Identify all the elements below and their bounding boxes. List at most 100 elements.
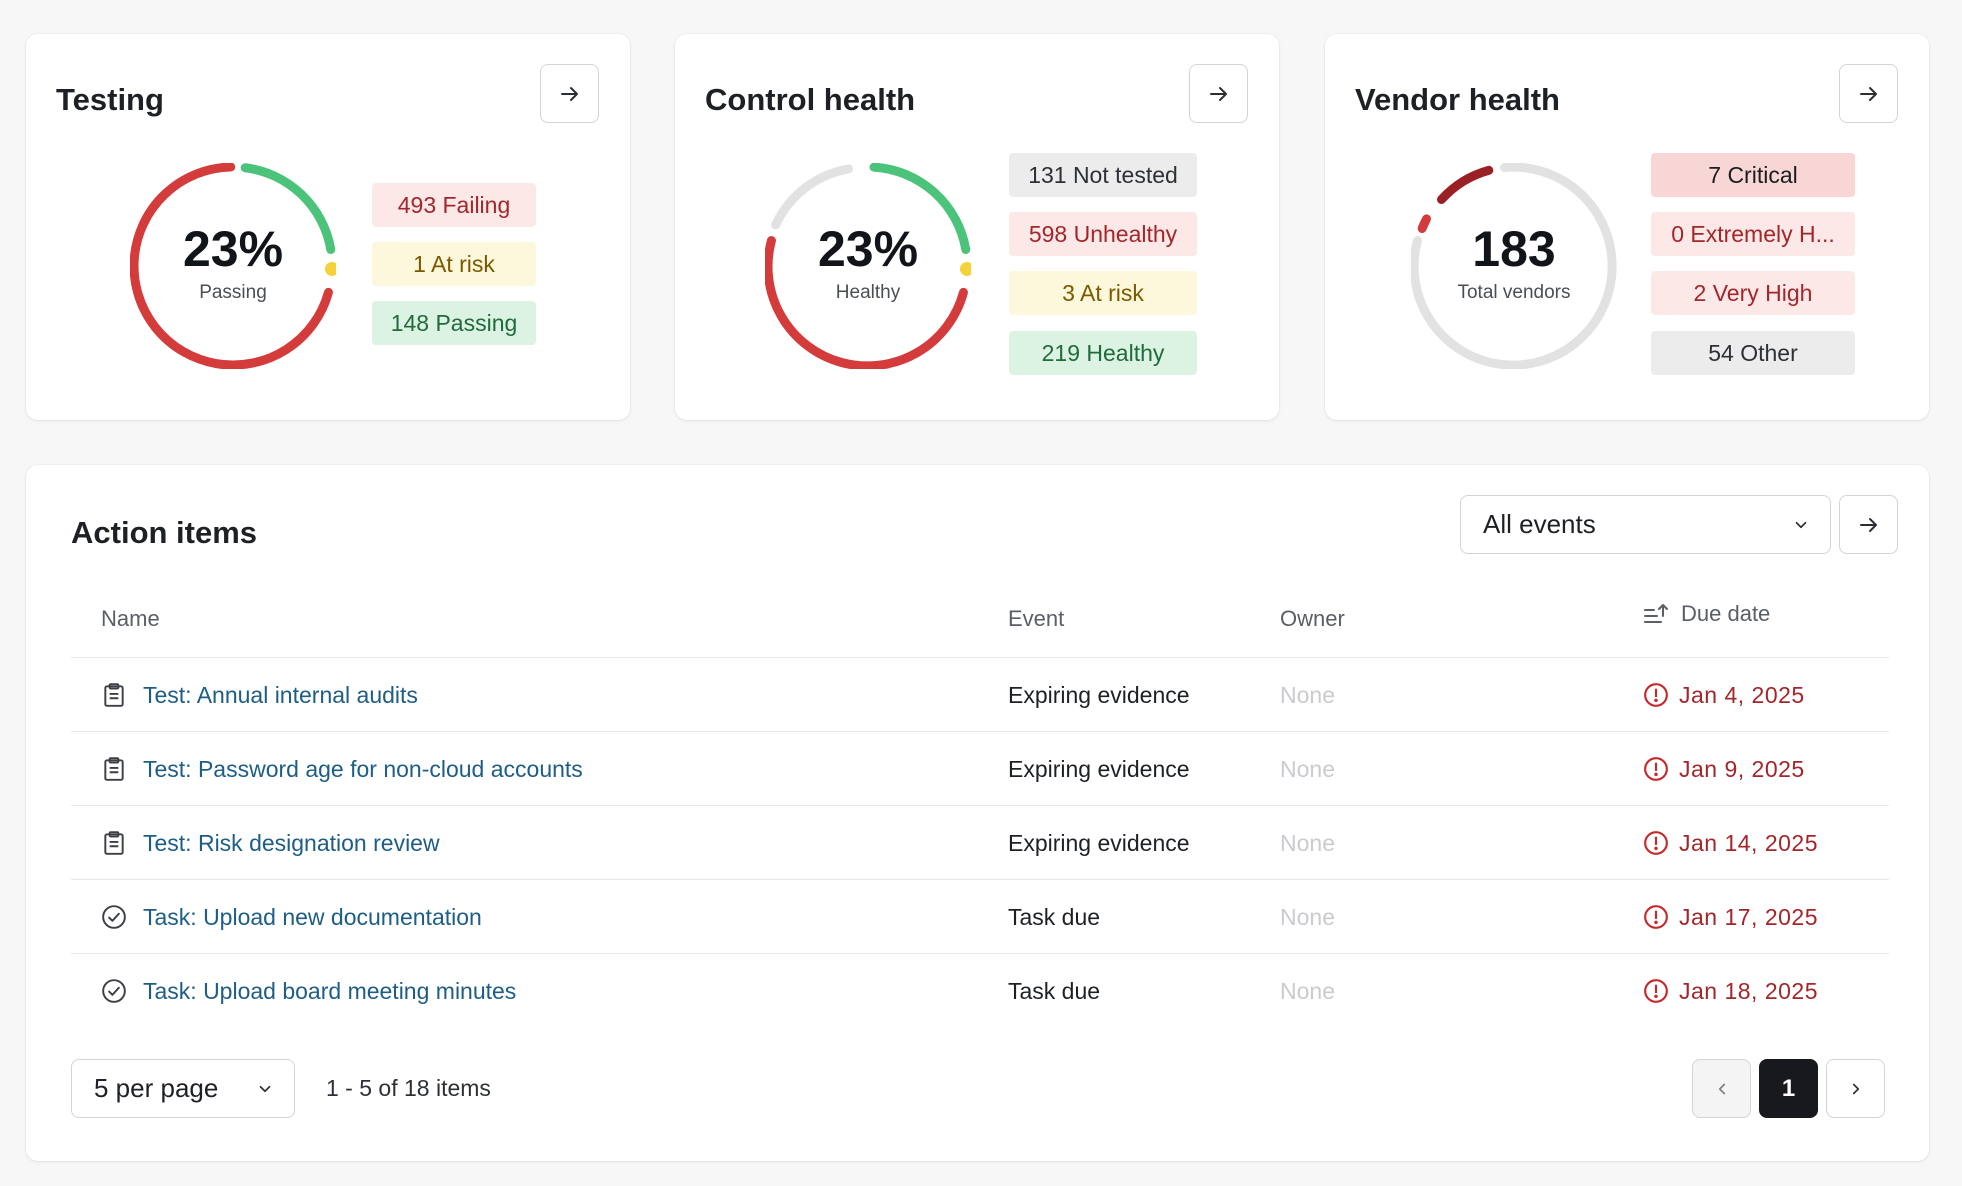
row-event: Task due bbox=[1008, 903, 1101, 930]
arrow-right-icon bbox=[1209, 86, 1227, 101]
control-health-healthy-pill[interactable]: 219 Healthy bbox=[1009, 331, 1197, 375]
control-health-percent: 23% bbox=[817, 221, 919, 277]
vendor-health-very-high-pill[interactable]: 2 Very High bbox=[1651, 271, 1855, 315]
alert-circle-icon bbox=[1644, 979, 1668, 1003]
row-name-link[interactable]: Test: Password age for non-cloud account… bbox=[143, 755, 583, 782]
vendor-health-donut-veryhigh-segment bbox=[1417, 214, 1431, 233]
clipboard-icon bbox=[104, 757, 124, 781]
column-header-due-date-label: Due date bbox=[1681, 601, 1771, 626]
current-page-number: 1 bbox=[1781, 1074, 1796, 1102]
sort-ascending-icon bbox=[1644, 604, 1668, 623]
row-name-link[interactable]: Task: Upload board meeting minutes bbox=[143, 977, 517, 1004]
testing-donut-atrisk-segment bbox=[325, 262, 339, 276]
vendor-health-center-label: Total vendors bbox=[1457, 282, 1571, 303]
row-event: Expiring evidence bbox=[1008, 829, 1190, 856]
table-row[interactable]: Task: Upload new documentation Task due … bbox=[71, 879, 1889, 953]
chevron-left-icon bbox=[1718, 1083, 1725, 1094]
row-event: Expiring evidence bbox=[1008, 755, 1190, 782]
row-owner: None bbox=[1280, 903, 1335, 930]
action-items-open-button[interactable] bbox=[1839, 495, 1898, 554]
row-name-link[interactable]: Test: Risk designation review bbox=[143, 829, 440, 856]
row-due-date: Jan 9, 2025 bbox=[1679, 755, 1805, 782]
testing-donut: 23% Passing bbox=[129, 162, 339, 370]
control-health-donut: 23% Healthy bbox=[763, 162, 974, 371]
vendor-health-other-pill[interactable]: 54 Other bbox=[1651, 331, 1855, 375]
row-due-date: Jan 17, 2025 bbox=[1679, 903, 1819, 930]
row-name-link[interactable]: Task: Upload new documentation bbox=[143, 903, 482, 930]
row-due-date: Jan 4, 2025 bbox=[1679, 681, 1805, 708]
chevron-down-icon bbox=[1795, 521, 1807, 529]
table-row[interactable]: Test: Password age for non-cloud account… bbox=[71, 731, 1889, 805]
control-health-donut-atrisk-segment bbox=[960, 262, 974, 276]
row-event: Expiring evidence bbox=[1008, 681, 1190, 708]
row-owner: None bbox=[1280, 681, 1335, 708]
row-due-date: Jan 14, 2025 bbox=[1679, 829, 1819, 856]
control-health-atrisk-pill[interactable]: 3 At risk bbox=[1009, 271, 1197, 315]
arrow-right-icon bbox=[560, 86, 578, 101]
previous-page-button[interactable] bbox=[1692, 1059, 1751, 1118]
row-owner: None bbox=[1280, 829, 1335, 856]
page-1-button[interactable]: 1 bbox=[1759, 1059, 1818, 1118]
control-health-donut-unhealthy-segment bbox=[763, 236, 968, 371]
chevron-right-icon bbox=[1852, 1083, 1859, 1094]
vendor-health-total: 183 bbox=[1472, 221, 1556, 277]
check-circle-icon bbox=[102, 905, 126, 929]
testing-card: Testing 23% Passing 493 Failing 1 At ris… bbox=[26, 34, 630, 420]
action-items-title: Action items bbox=[71, 515, 258, 550]
vendor-health-open-button[interactable] bbox=[1839, 64, 1898, 123]
testing-percent: 23% bbox=[182, 221, 284, 277]
control-health-center-label: Healthy bbox=[835, 282, 901, 303]
event-filter-value: All events bbox=[1483, 509, 1596, 539]
row-event: Task due bbox=[1008, 977, 1101, 1004]
arrow-right-icon bbox=[1859, 86, 1877, 101]
control-health-card: Control health 23% Healthy 131 Not teste… bbox=[675, 34, 1279, 420]
per-page-select[interactable]: 5 per page bbox=[71, 1059, 295, 1118]
control-health-unhealthy-pill[interactable]: 598 Unhealthy bbox=[1009, 212, 1197, 256]
vendor-health-donut-critical-segment bbox=[1437, 165, 1494, 204]
control-health-open-button[interactable] bbox=[1189, 64, 1248, 123]
row-name-link[interactable]: Test: Annual internal audits bbox=[143, 681, 418, 708]
table-row[interactable]: Test: Risk designation review Expiring e… bbox=[71, 805, 1889, 879]
chevron-down-icon bbox=[259, 1085, 271, 1093]
testing-passing-pill[interactable]: 148 Passing bbox=[372, 301, 536, 345]
column-header-owner[interactable]: Owner bbox=[1280, 606, 1345, 631]
next-page-button[interactable] bbox=[1826, 1059, 1885, 1118]
arrow-right-icon bbox=[1859, 517, 1877, 532]
row-owner: None bbox=[1280, 755, 1335, 782]
testing-open-button[interactable] bbox=[540, 64, 599, 123]
vendor-health-critical-pill[interactable]: 7 Critical bbox=[1651, 153, 1855, 197]
pagination-range: 1 - 5 of 18 items bbox=[326, 1075, 491, 1101]
alert-circle-icon bbox=[1644, 831, 1668, 855]
alert-circle-icon bbox=[1644, 683, 1668, 707]
row-owner: None bbox=[1280, 977, 1335, 1004]
column-header-due-date[interactable]: Due date bbox=[1643, 601, 1770, 627]
column-header-event[interactable]: Event bbox=[1008, 606, 1065, 631]
control-health-nottested-pill[interactable]: 131 Not tested bbox=[1009, 153, 1197, 197]
vendor-health-card: Vendor health 183 Total vendors 7 Critic… bbox=[1325, 34, 1929, 420]
row-due-date: Jan 18, 2025 bbox=[1679, 977, 1819, 1004]
event-filter-select[interactable]: All events bbox=[1460, 495, 1831, 554]
action-items-card: Action items All events Name Event Owner… bbox=[26, 465, 1929, 1161]
control-health-title: Control health bbox=[705, 82, 916, 117]
clipboard-icon bbox=[104, 831, 124, 855]
control-health-donut-nottested-segment bbox=[771, 164, 854, 230]
testing-atrisk-pill[interactable]: 1 At risk bbox=[372, 242, 536, 286]
alert-circle-icon bbox=[1644, 757, 1668, 781]
clipboard-icon bbox=[104, 683, 124, 707]
testing-title: Testing bbox=[56, 82, 164, 117]
column-header-name[interactable]: Name bbox=[101, 606, 160, 631]
testing-donut-failing-segment bbox=[129, 162, 333, 370]
vendor-health-donut-other-segment bbox=[1409, 162, 1617, 370]
table-row[interactable]: Test: Annual internal audits Expiring ev… bbox=[71, 657, 1889, 731]
vendor-health-title: Vendor health bbox=[1355, 82, 1560, 117]
testing-donut-passing-segment bbox=[240, 163, 336, 254]
check-circle-icon bbox=[102, 979, 126, 1003]
vendor-health-donut: 183 Total vendors bbox=[1409, 162, 1617, 370]
testing-center-label: Passing bbox=[199, 282, 267, 303]
control-health-donut-healthy-segment bbox=[869, 162, 971, 254]
vendor-health-extremely-high-pill[interactable]: 0 Extremely H... bbox=[1651, 212, 1855, 256]
table-row[interactable]: Task: Upload board meeting minutes Task … bbox=[71, 953, 1889, 1027]
per-page-value: 5 per page bbox=[94, 1073, 219, 1103]
testing-failing-pill[interactable]: 493 Failing bbox=[372, 183, 536, 227]
alert-circle-icon bbox=[1644, 905, 1668, 929]
